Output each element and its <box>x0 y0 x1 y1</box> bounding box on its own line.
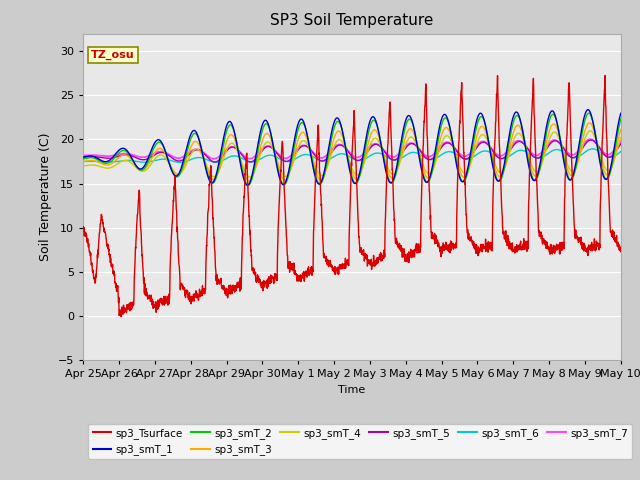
Text: TZ_osu: TZ_osu <box>92 50 135 60</box>
Title: SP3 Soil Temperature: SP3 Soil Temperature <box>270 13 434 28</box>
X-axis label: Time: Time <box>339 384 365 395</box>
Legend: sp3_Tsurface, sp3_smT_1, sp3_smT_2, sp3_smT_3, sp3_smT_4, sp3_smT_5, sp3_smT_6, : sp3_Tsurface, sp3_smT_1, sp3_smT_2, sp3_… <box>88 424 632 459</box>
Y-axis label: Soil Temperature (C): Soil Temperature (C) <box>39 132 52 261</box>
